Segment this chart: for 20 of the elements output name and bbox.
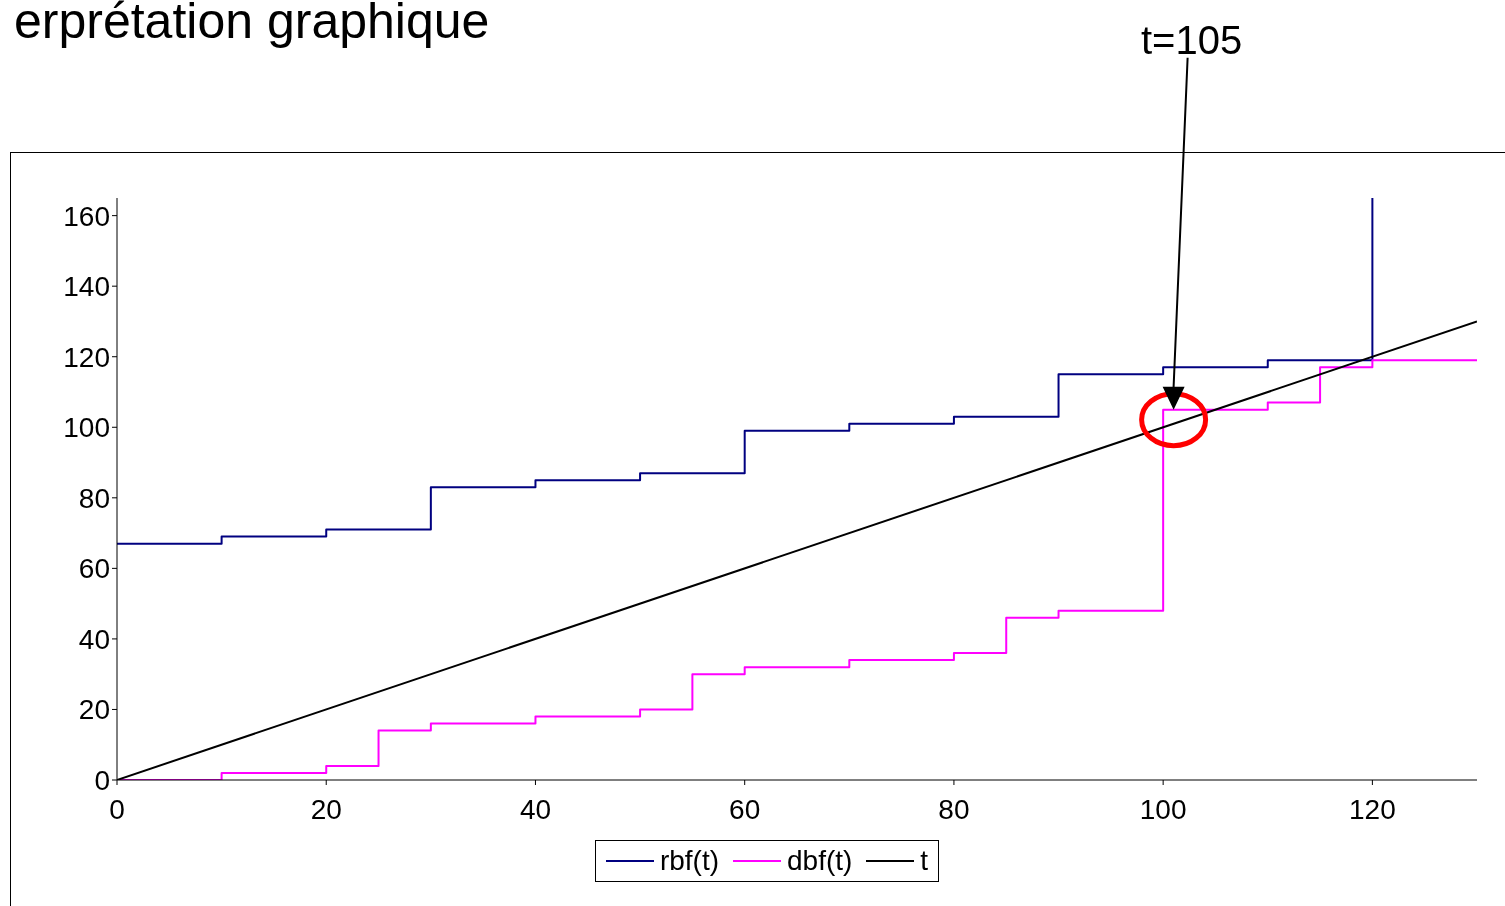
legend-label: t <box>920 845 929 877</box>
legend-label: dbf(t) <box>786 845 853 877</box>
x-tick-label: 80 <box>938 793 970 825</box>
x-tick-label: 40 <box>519 793 552 825</box>
text: t=105 <box>1141 17 1243 62</box>
chart-title: erprétation graphique <box>14 0 490 50</box>
y-tick-label: 100 <box>63 412 110 444</box>
y-tick-label: 140 <box>63 271 110 303</box>
x-tick-label: 100 <box>1139 793 1187 825</box>
legend-label: rbf(t) <box>659 845 719 877</box>
y-tick-label: 160 <box>63 200 110 232</box>
y-tick-label: 0 <box>94 764 110 796</box>
y-tick-label: 40 <box>78 623 110 655</box>
y-tick-label: 60 <box>78 553 110 585</box>
x-tick-label: 120 <box>1349 793 1396 825</box>
y-tick-label: 120 <box>63 341 110 373</box>
y-tick-label: 80 <box>78 482 110 514</box>
x-tick-label: 60 <box>729 793 761 825</box>
y-tick-label: 20 <box>78 694 110 726</box>
x-tick-label: 20 <box>310 793 342 825</box>
